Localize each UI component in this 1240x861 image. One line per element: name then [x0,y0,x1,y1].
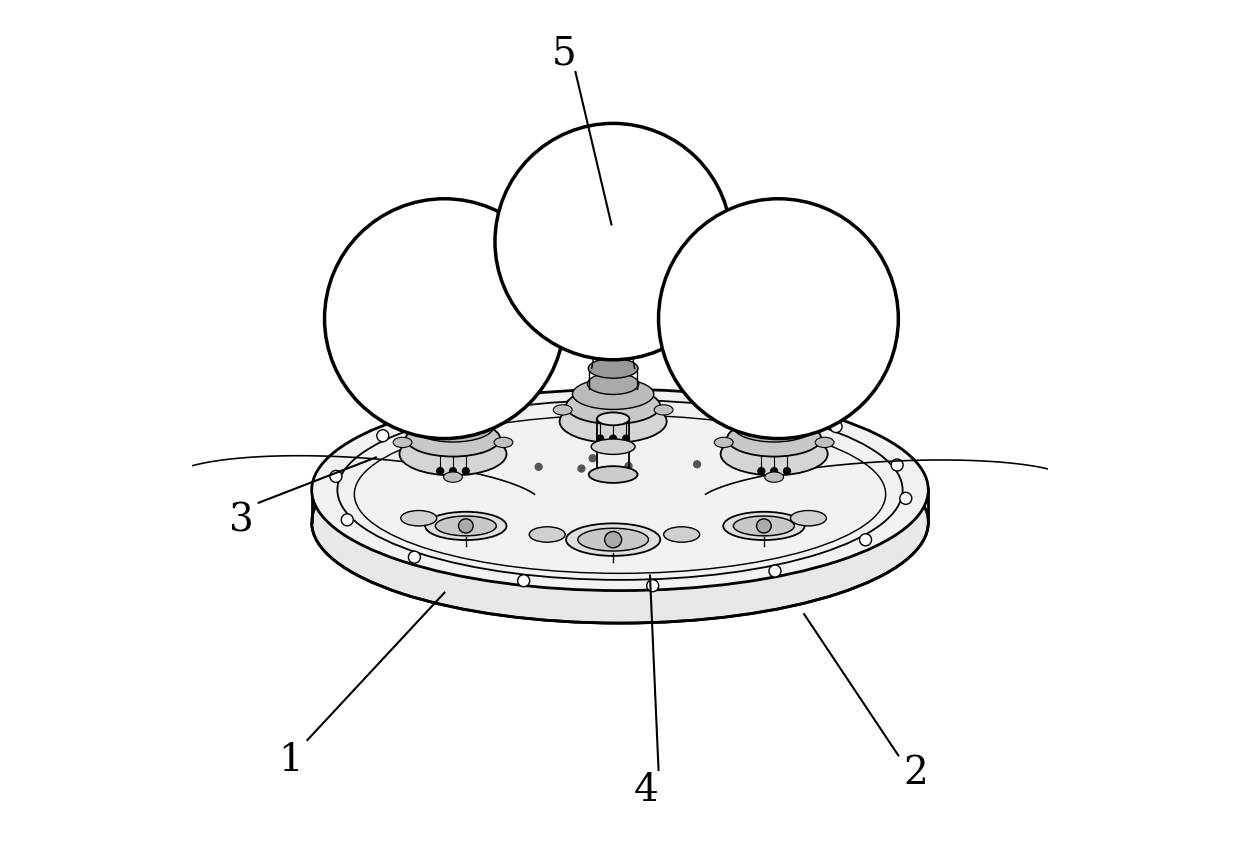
Circle shape [769,566,781,578]
Circle shape [436,468,444,475]
Circle shape [450,468,456,475]
Circle shape [578,466,585,473]
Circle shape [771,468,777,475]
Circle shape [596,388,609,400]
Ellipse shape [573,379,653,410]
Circle shape [724,395,737,407]
Ellipse shape [405,421,500,457]
Ellipse shape [723,512,805,541]
Circle shape [610,436,616,443]
Circle shape [859,534,872,546]
Ellipse shape [428,406,479,428]
Circle shape [900,492,911,505]
Ellipse shape [413,412,494,443]
Circle shape [463,468,469,475]
Ellipse shape [604,440,622,450]
Ellipse shape [765,473,784,483]
Ellipse shape [459,519,474,533]
Circle shape [658,200,898,439]
Text: 3: 3 [229,502,254,539]
Circle shape [589,455,596,462]
Text: 2: 2 [903,754,928,791]
Ellipse shape [565,523,660,556]
Ellipse shape [815,437,835,448]
Ellipse shape [428,392,477,412]
Circle shape [784,468,790,475]
Ellipse shape [591,439,635,455]
Ellipse shape [565,388,660,424]
Ellipse shape [663,527,699,542]
Ellipse shape [559,400,667,443]
Circle shape [341,514,353,526]
Ellipse shape [749,392,799,412]
Ellipse shape [589,467,637,483]
Ellipse shape [596,413,630,426]
Circle shape [693,461,701,468]
Text: 1: 1 [278,741,303,778]
Circle shape [377,430,389,443]
Ellipse shape [720,433,827,476]
Circle shape [408,552,420,563]
Ellipse shape [588,359,639,379]
Circle shape [517,575,529,587]
Ellipse shape [311,423,929,623]
Circle shape [622,436,630,443]
Circle shape [472,400,484,412]
Ellipse shape [756,519,771,533]
Ellipse shape [578,529,649,551]
Ellipse shape [529,527,565,542]
Ellipse shape [714,437,733,448]
Circle shape [495,124,732,361]
Ellipse shape [749,406,800,428]
Ellipse shape [734,412,815,443]
Ellipse shape [393,437,412,448]
Ellipse shape [425,512,506,541]
Circle shape [830,421,842,433]
Text: 4: 4 [634,771,658,808]
Ellipse shape [727,421,821,457]
Ellipse shape [311,390,929,591]
Text: 5: 5 [552,35,577,72]
Circle shape [647,580,658,592]
Ellipse shape [790,511,826,526]
Ellipse shape [401,511,436,526]
Circle shape [536,464,542,471]
Circle shape [325,200,564,439]
Circle shape [330,471,342,483]
Ellipse shape [444,473,463,483]
Ellipse shape [553,406,572,416]
Ellipse shape [655,406,673,416]
Circle shape [596,436,604,443]
Ellipse shape [605,532,621,548]
Ellipse shape [494,437,513,448]
Ellipse shape [435,517,496,536]
Ellipse shape [588,374,639,395]
Ellipse shape [399,433,506,476]
Circle shape [892,460,903,472]
Ellipse shape [733,517,795,536]
Circle shape [625,463,632,470]
Circle shape [758,468,765,475]
